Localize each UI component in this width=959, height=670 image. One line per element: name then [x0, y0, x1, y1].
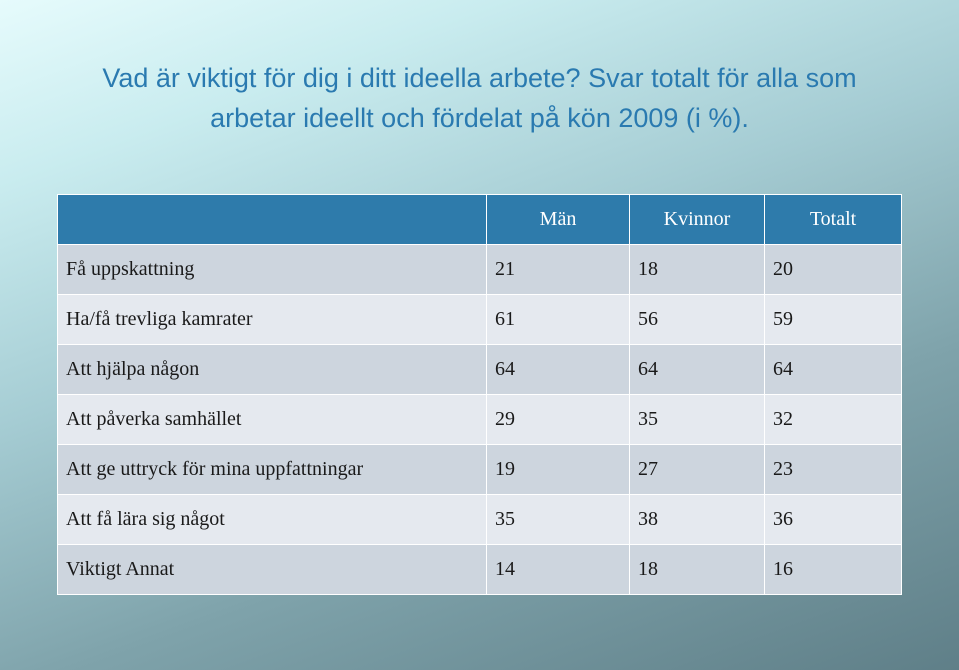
value-totalt: 23	[764, 444, 902, 495]
value-kvinnor: 56	[629, 294, 765, 345]
header-cell-man: Män	[486, 194, 630, 245]
table-row: Viktigt Annat 14 18 16	[57, 544, 902, 595]
value-totalt: 59	[764, 294, 902, 345]
value-kvinnor: 64	[629, 344, 765, 395]
value-kvinnor: 27	[629, 444, 765, 495]
row-label: Få uppskattning	[57, 244, 487, 295]
value-totalt: 32	[764, 394, 902, 445]
value-man: 19	[486, 444, 630, 495]
table-row: Ha/få trevliga kamrater 61 56 59	[57, 294, 902, 345]
value-man: 64	[486, 344, 630, 395]
slide-title: Vad är viktigt för dig i ditt ideella ar…	[0, 58, 959, 138]
row-label: Att ge uttryck för mina uppfattningar	[57, 444, 487, 495]
row-label: Att hjälpa någon	[57, 344, 487, 395]
survey-table: Män Kvinnor Totalt Få uppskattning 21 18…	[57, 194, 902, 595]
slide-title-line-1: Vad är viktigt för dig i ditt ideella ar…	[102, 63, 857, 93]
value-man: 29	[486, 394, 630, 445]
row-label: Att påverka samhället	[57, 394, 487, 445]
table-row: Att ge uttryck för mina uppfattningar 19…	[57, 444, 902, 495]
header-cell-empty	[57, 194, 487, 245]
value-man: 35	[486, 494, 630, 545]
table-row: Att påverka samhället 29 35 32	[57, 394, 902, 445]
row-label: Att få lära sig något	[57, 494, 487, 545]
header-cell-kvinnor: Kvinnor	[629, 194, 765, 245]
value-totalt: 36	[764, 494, 902, 545]
value-man: 21	[486, 244, 630, 295]
value-kvinnor: 35	[629, 394, 765, 445]
value-man: 14	[486, 544, 630, 595]
value-kvinnor: 38	[629, 494, 765, 545]
value-kvinnor: 18	[629, 244, 765, 295]
table-row: Få uppskattning 21 18 20	[57, 244, 902, 295]
table-row: Att få lära sig något 35 38 36	[57, 494, 902, 545]
value-totalt: 64	[764, 344, 902, 395]
header-cell-totalt: Totalt	[764, 194, 902, 245]
value-kvinnor: 18	[629, 544, 765, 595]
row-label: Viktigt Annat	[57, 544, 487, 595]
row-label: Ha/få trevliga kamrater	[57, 294, 487, 345]
value-totalt: 16	[764, 544, 902, 595]
value-totalt: 20	[764, 244, 902, 295]
value-man: 61	[486, 294, 630, 345]
table-row: Att hjälpa någon 64 64 64	[57, 344, 902, 395]
table-header-row: Män Kvinnor Totalt	[57, 194, 902, 245]
slide-title-line-2: arbetar ideellt och fördelat på kön 2009…	[210, 103, 749, 133]
